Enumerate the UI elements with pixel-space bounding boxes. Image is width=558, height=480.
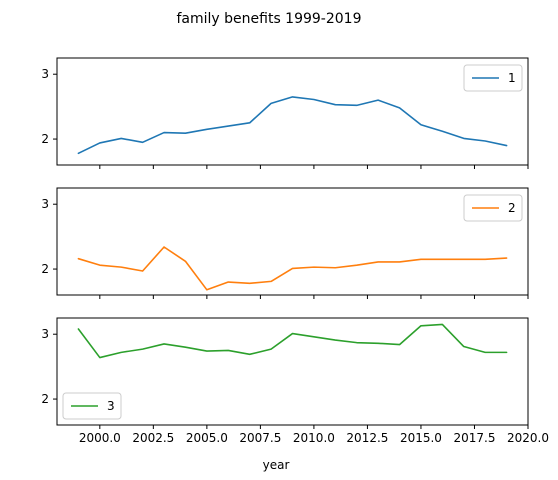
- x-tick-label: 2000.0: [79, 431, 121, 445]
- y-tick-label: 3: [41, 67, 49, 81]
- x-tick-label: 2007.5: [239, 431, 281, 445]
- chart-title: family benefits 1999-2019: [176, 11, 361, 27]
- series-1-line: [77, 96, 508, 155]
- x-tick-label: 2010.0: [293, 431, 335, 445]
- subplot-panels: 2 3 1 2 3 2 2 3 2000.0 2002.5 2005.0 2007.5 2010.0 20…: [41, 57, 549, 445]
- legend-label: 3: [107, 399, 115, 413]
- y-tick-label: 3: [41, 197, 49, 211]
- subplot-1: 2 3 1: [41, 57, 529, 169]
- y-tick-label: 2: [41, 392, 49, 406]
- y-tick-label: 2: [41, 132, 49, 146]
- axes-frame: [56, 57, 529, 166]
- x-tick-label: 2017.5: [453, 431, 495, 445]
- legend-label: 2: [508, 201, 516, 215]
- x-tick-label: 2012.5: [346, 431, 388, 445]
- series-3-line: [77, 323, 508, 359]
- legend: 1: [463, 64, 523, 92]
- subplot-2: 2 3 2: [41, 187, 529, 299]
- x-tick-label: 2020.0: [507, 431, 549, 445]
- y-tick-label: 2: [41, 262, 49, 276]
- subplot-3: 2 3 2000.0 2002.5 2005.0 2007.5 2010.0 2012.5 20…: [41, 317, 549, 445]
- axes-frame: [56, 187, 529, 296]
- series-2-line: [77, 246, 508, 291]
- legend-label: 1: [508, 71, 516, 85]
- x-axis-label: year: [263, 458, 290, 472]
- legend: 2: [463, 194, 523, 222]
- x-tick-label: 2005.0: [186, 431, 228, 445]
- x-tick-label: 2002.5: [132, 431, 174, 445]
- legend: 3: [62, 392, 122, 420]
- y-tick-label: 3: [41, 327, 49, 341]
- axes-frame: [56, 317, 529, 426]
- x-tick-label: 2015.0: [400, 431, 442, 445]
